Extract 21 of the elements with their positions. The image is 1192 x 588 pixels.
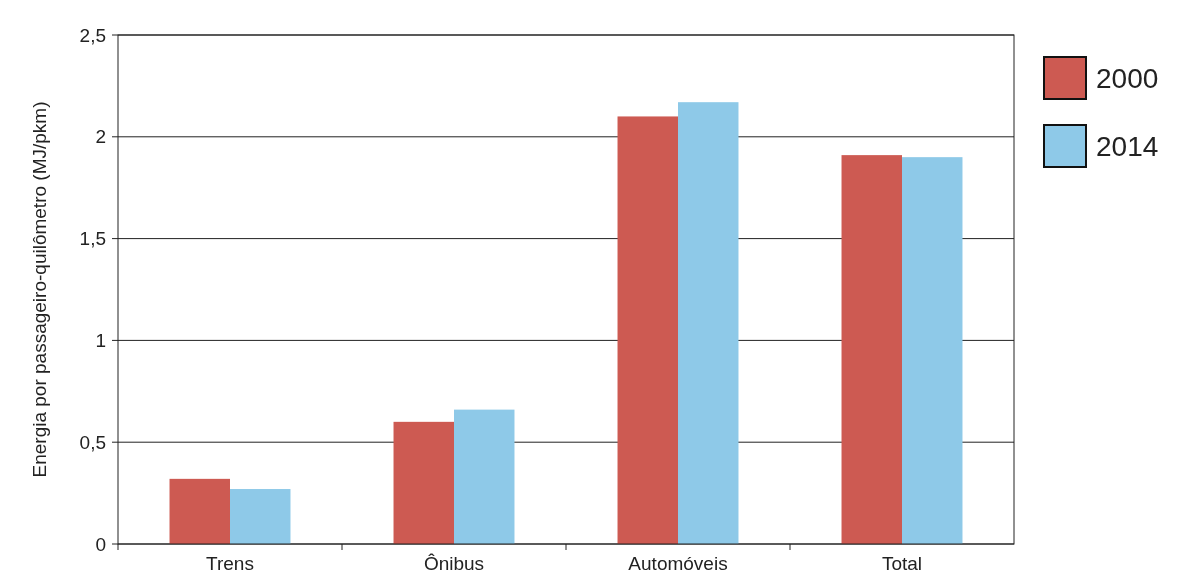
bar [902,157,963,544]
y-tick-label: 2 [95,126,106,148]
x-tick-label: Automóveis [628,553,728,574]
x-tick-label: Trens [206,553,254,574]
bar [617,116,678,544]
x-tick-label: Total [881,553,923,574]
bar [454,409,515,544]
y-tick-label: 1,5 [79,228,106,250]
legend-label: 2000 [1096,62,1159,94]
y-axis-title: Energia por passageiro-quilômetro (MJ/pkm) [29,101,50,478]
bar [393,421,454,544]
x-tick-label: Ônibus [423,553,485,574]
y-tick-label: 1 [95,330,106,352]
legend-label: 2014 [1096,130,1159,162]
bar [678,102,739,544]
y-tick-label: 2,5 [79,24,106,46]
bar [841,155,902,544]
y-tick-label: 0,5 [79,431,106,453]
y-tick-label: 0 [95,533,106,555]
bar [230,489,291,544]
bar [169,478,230,544]
